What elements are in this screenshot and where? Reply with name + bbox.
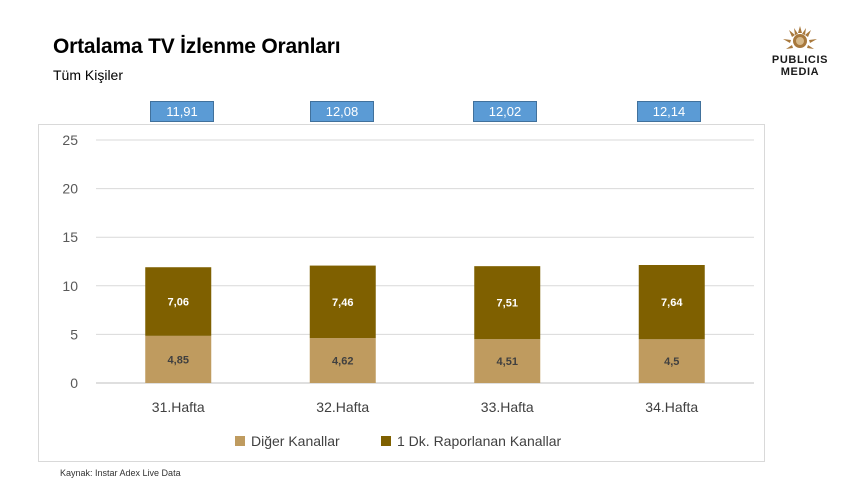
logo-line-2: MEDIA (780, 66, 820, 78)
data-label: 4,62 (332, 356, 353, 368)
chart-subtitle: Tüm Kişiler (53, 67, 124, 83)
chart-area-frame (38, 124, 765, 462)
x-tick-label: 32.Hafta (316, 399, 369, 415)
data-label: 7,46 (332, 297, 353, 309)
x-tick-label: 34.Hafta (645, 399, 698, 415)
y-tick-label: 25 (62, 132, 78, 148)
y-tick-label: 15 (62, 229, 78, 245)
y-tick-label: 0 (70, 375, 78, 391)
legend-label: 1 Dk. Raporlanan Kanallar (397, 433, 562, 449)
chart-title: Ortalama TV İzlenme Oranları (53, 35, 341, 58)
legend-label: Diğer Kanallar (251, 433, 340, 449)
total-box-32: 12,08 (310, 101, 374, 122)
bar-segment (309, 265, 376, 339)
lion-icon (783, 26, 817, 49)
bar-segment (638, 339, 705, 383)
legend-swatch (381, 436, 391, 446)
logo-line-1: PUBLICIS (771, 54, 829, 66)
bar-segment (145, 267, 212, 336)
data-label: 7,06 (168, 297, 189, 309)
bar-segment (474, 339, 541, 383)
y-tick-label: 20 (62, 181, 78, 197)
total-box-31: 11,91 (150, 101, 214, 122)
bar-segment (309, 338, 376, 383)
bar-segment (145, 335, 212, 383)
data-label: 4,51 (497, 356, 518, 368)
legend-swatch (235, 436, 245, 446)
x-tick-label: 33.Hafta (481, 399, 534, 415)
data-label: 7,64 (661, 297, 683, 309)
data-label: 7,51 (497, 298, 518, 310)
y-tick-label: 5 (70, 326, 78, 342)
total-box-34: 12,14 (637, 101, 701, 122)
bar-segment (474, 266, 541, 340)
data-label: 4,5 (664, 356, 679, 368)
y-tick-label: 10 (62, 278, 78, 294)
bar-segment (638, 264, 705, 340)
data-label: 4,85 (168, 354, 189, 366)
publicis-media-logo: PUBLICIS MEDIA (762, 24, 838, 78)
source-note: Kaynak: Instar Adex Live Data (60, 468, 181, 478)
x-tick-label: 31.Hafta (152, 399, 205, 415)
total-box-33: 12,02 (473, 101, 537, 122)
